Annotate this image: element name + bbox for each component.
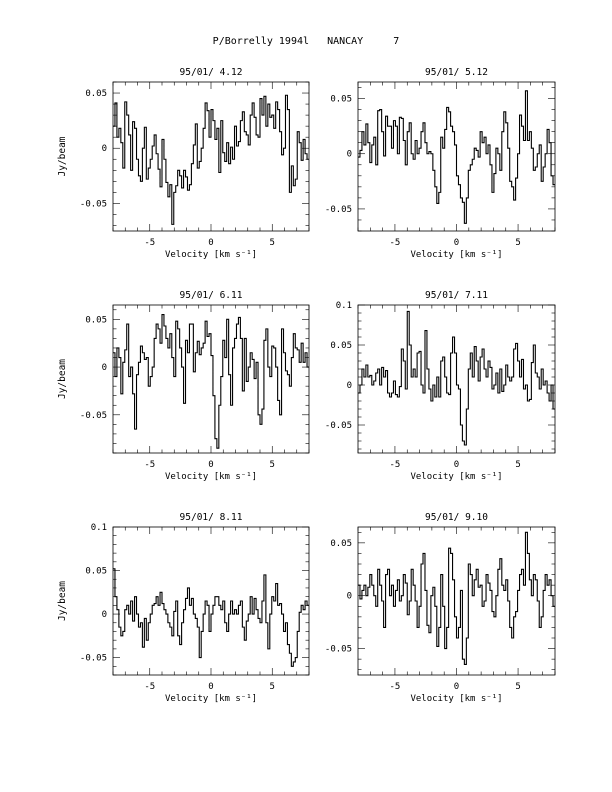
spectrum-line	[358, 310, 555, 446]
y-tick-label: 0.05	[330, 95, 352, 105]
plot-frame	[112, 304, 310, 454]
x-axis-label: Velocity [km s⁻¹]	[165, 472, 257, 482]
panel-title: 95/01/ 6.11	[180, 290, 243, 301]
panel-title: 95/01/ 7.11	[425, 290, 488, 301]
y-tick-label: 0	[347, 381, 352, 391]
spectrum-line	[358, 531, 555, 665]
spectrum-panel-6: -5 0 5 -0.05 0 0.05 95/01/ 9.10 Velocity [km s⁻…	[325, 512, 556, 704]
title-object: P/Borrelly 1994l	[212, 36, 309, 47]
x-tick-label: 5	[515, 460, 520, 470]
spectrum-panel-2: -5 0 5 -0.05 0 0.05 95/01/ 5.12 Velocity [km s⁻…	[325, 67, 556, 260]
x-axis-label: Velocity [km s⁻¹]	[410, 250, 502, 260]
x-tick-label: 5	[515, 682, 520, 692]
spectrum-line	[358, 90, 555, 224]
panel-title: 95/01/ 5.12	[425, 67, 488, 78]
y-tick-label: 0.05	[330, 341, 352, 351]
y-tick-label: 0	[102, 610, 107, 620]
y-axis-label: Jy/beam	[57, 136, 68, 176]
x-axis-label: Velocity [km s⁻¹]	[410, 694, 502, 704]
y-tick-label: -0.05	[325, 645, 352, 655]
spectrum-panel-5: -5 0 5 -0.05 0 0.05 0.1 95/01/ 8.11 Velocity [km…	[57, 512, 310, 704]
x-tick-label: 0	[454, 238, 459, 248]
x-tick-label: -5	[390, 238, 401, 248]
page-title: P/Borrelly 1994l NANCAY 7	[0, 36, 612, 47]
spectrum-panel-1: -5 0 5 -0.05 0 0.05 95/01/ 4.12 Velocity [km s⁻…	[57, 67, 310, 260]
x-tick-label: -5	[144, 460, 155, 470]
panel-title: 95/01/ 4.12	[180, 67, 243, 78]
y-tick-label: 0.1	[336, 301, 352, 311]
spectrum-panel-3: -5 0 5 -0.05 0 0.05 95/01/ 6.11 Velocity [km s⁻…	[57, 290, 310, 482]
y-tick-label: 0.05	[85, 89, 107, 99]
x-tick-label: 0	[208, 460, 213, 470]
x-axis-label: Velocity [km s⁻¹]	[410, 472, 502, 482]
y-tick-label: 0.05	[85, 567, 107, 577]
spectrum-panel-4: -5 0 5 -0.05 0 0.05 0.1 95/01/ 7.11 Velocity [km…	[325, 290, 556, 482]
x-tick-label: 5	[270, 238, 275, 248]
x-tick-label: 0	[208, 238, 213, 248]
spectrum-line	[113, 94, 309, 225]
y-tick-label: 0	[347, 150, 352, 160]
y-tick-label: 0.05	[85, 315, 107, 325]
y-tick-label: -0.05	[80, 411, 107, 421]
title-number: 7	[393, 36, 400, 47]
y-axis-label: Jy/beam	[57, 581, 68, 621]
spectrum-line	[113, 568, 309, 667]
x-tick-label: 0	[454, 682, 459, 692]
x-tick-label: 0	[208, 682, 213, 692]
y-tick-label: 0	[102, 144, 107, 154]
x-axis-label: Velocity [km s⁻¹]	[165, 250, 257, 260]
y-tick-label: -0.05	[325, 205, 352, 215]
panel-title: 95/01/ 9.10	[425, 512, 488, 523]
x-axis-label: Velocity [km s⁻¹]	[165, 694, 257, 704]
y-tick-label: 0	[347, 592, 352, 602]
x-tick-label: -5	[390, 682, 401, 692]
y-tick-label: 0.1	[91, 523, 107, 533]
x-tick-label: -5	[390, 460, 401, 470]
spectrum-line	[113, 314, 309, 449]
y-tick-label: 0	[102, 363, 107, 373]
title-site: NANCAY	[327, 36, 364, 47]
y-tick-label: -0.05	[325, 421, 352, 431]
x-tick-label: 5	[515, 238, 520, 248]
y-tick-label: -0.05	[80, 199, 107, 209]
x-tick-label: -5	[144, 682, 155, 692]
panel-title: 95/01/ 8.11	[180, 512, 243, 523]
x-tick-label: -5	[144, 238, 155, 248]
plot-frame	[112, 526, 310, 676]
x-tick-label: 5	[270, 460, 275, 470]
y-axis-label: Jy/beam	[57, 359, 68, 399]
x-tick-label: 5	[270, 682, 275, 692]
x-tick-label: 0	[454, 460, 459, 470]
y-tick-label: 0.05	[330, 539, 352, 549]
y-tick-label: -0.05	[80, 654, 107, 664]
